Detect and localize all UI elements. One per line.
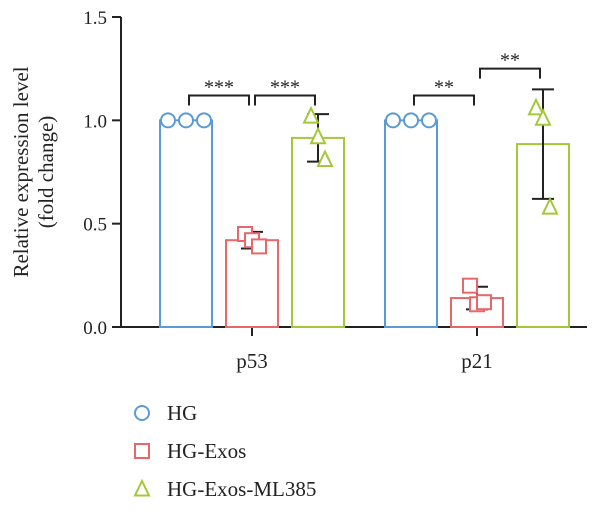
legend-label: HG-Exos [167,439,246,463]
data-point [534,107,552,126]
data-point [316,149,334,168]
bar-hg-p21 [384,119,438,329]
x-category-label: p21 [461,349,493,373]
significance-bracket [188,94,250,106]
y-axis: 0.0 0.5 1.0 1.5 [83,8,122,339]
x-axis: p53 p21 [121,326,587,373]
bar-hg-exos-p53 [225,239,279,328]
data-point [178,112,194,129]
significance-label: *** [270,77,300,99]
legend-marker-triangle [133,478,151,497]
legend-marker-circle [134,405,150,421]
y-axis-title-line: (fold change) [34,116,58,229]
data-point [385,112,401,129]
legend-marker-square [134,443,150,459]
significance-bracket [413,94,475,106]
legend-label: HG [167,401,197,425]
data-point [403,112,419,129]
significance-label: ** [500,50,520,72]
legend: HG HG-Exos HG-Exos-ML385 [133,401,316,501]
data-point [462,277,478,294]
data-point [309,126,327,145]
data-point [527,97,545,116]
bar-hg-p53 [159,119,213,329]
data-point [302,105,320,124]
bar-hg-exos-ml385-p53 [291,136,345,328]
y-axis-title-line: Relative expression level [9,66,33,277]
y-tick-label: 1.5 [83,8,107,29]
data-points [160,97,559,313]
data-point [196,112,212,129]
data-point [251,238,267,255]
y-tick-label: 1.0 [83,111,107,132]
significance-brackets: *** *** **** [188,50,541,106]
significance-bracket [254,94,316,106]
legend-label: HG-Exos-ML385 [167,477,316,501]
y-tick-label: 0.0 [83,318,107,339]
data-point [160,112,176,129]
x-category-label: p53 [236,349,268,373]
y-tick-label: 0.5 [83,215,107,236]
data-point [421,112,437,129]
significance-label: *** [204,77,234,99]
significance-bracket [479,67,541,79]
data-point [476,294,492,311]
significance-label: ** [434,77,454,99]
data-point [541,196,559,215]
y-axis-title: Relative expression level(fold change) [9,66,58,277]
bars [159,119,570,329]
